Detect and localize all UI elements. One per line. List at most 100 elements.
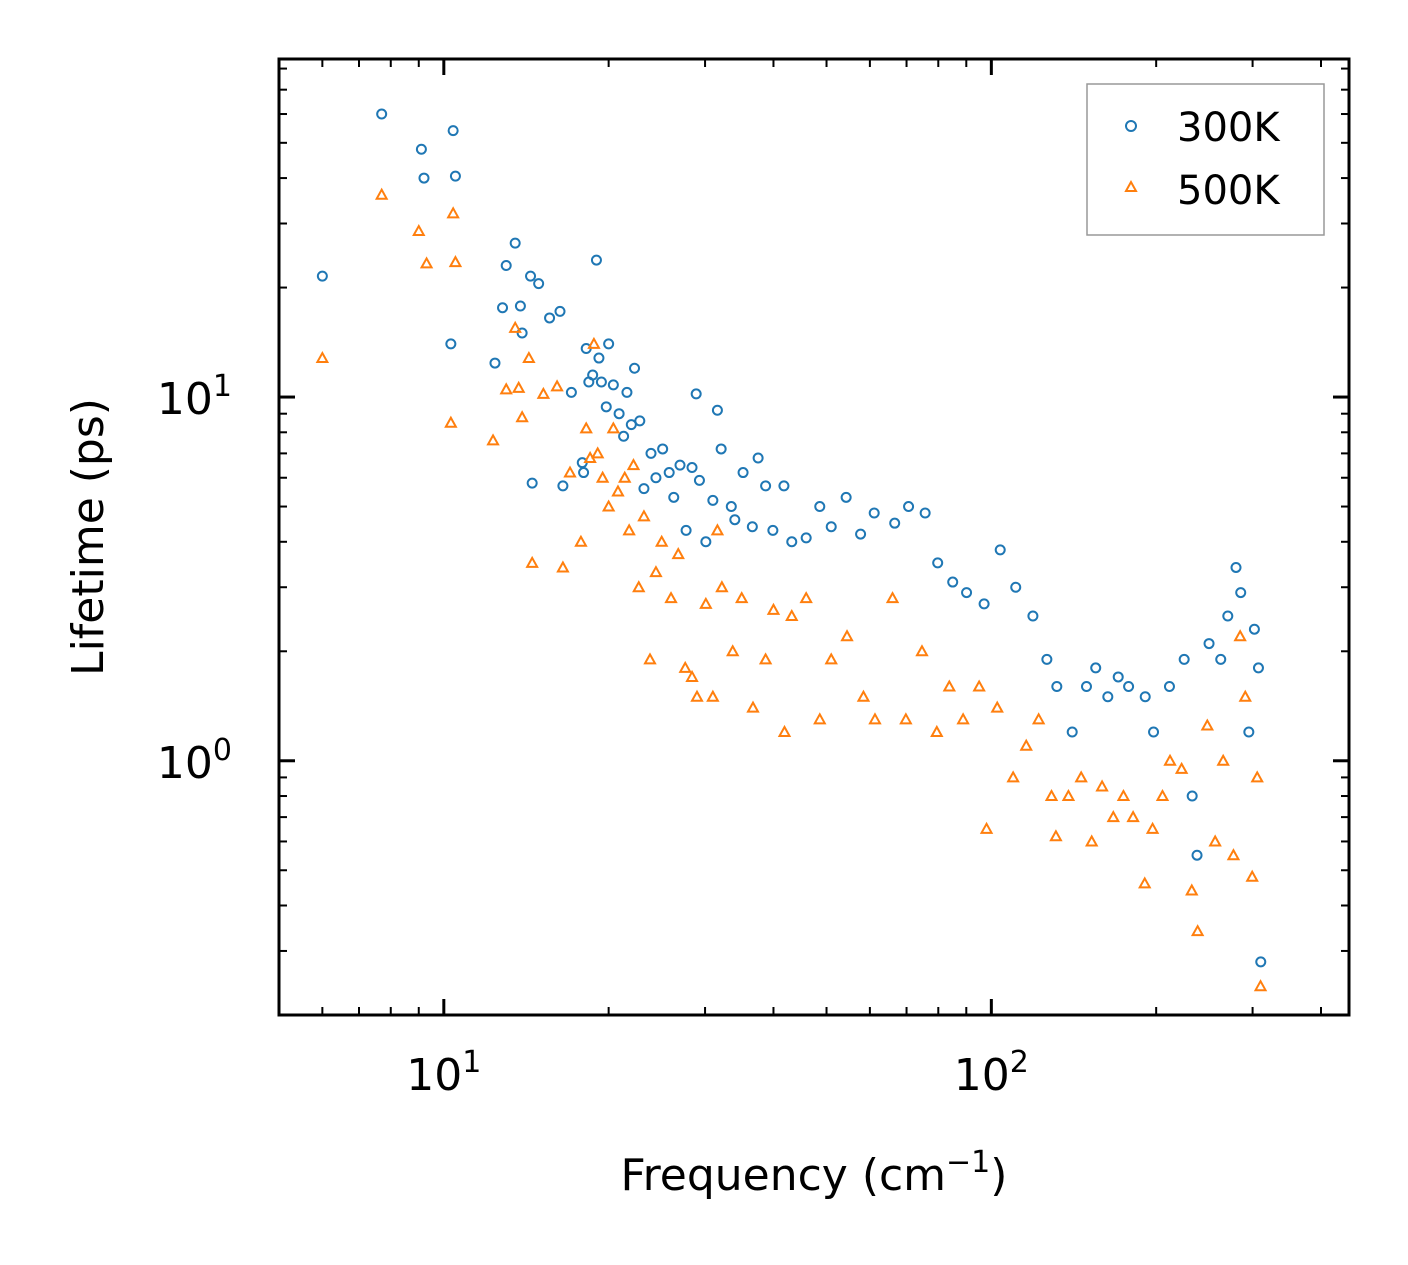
point-300K bbox=[947, 576, 959, 588]
x-axis-label-end: ) bbox=[990, 1150, 1007, 1201]
point-300K bbox=[638, 483, 650, 495]
point-500K bbox=[1084, 834, 1099, 847]
x-axis-label-main: Frequency (cm bbox=[621, 1150, 947, 1201]
point-500K bbox=[690, 689, 704, 702]
point-300K bbox=[489, 357, 501, 369]
point-500K bbox=[799, 591, 813, 604]
point-300K bbox=[1066, 726, 1078, 738]
point-300K bbox=[840, 491, 852, 503]
point-500K bbox=[444, 415, 458, 428]
point-300K bbox=[634, 415, 646, 427]
point-500K bbox=[587, 336, 601, 349]
point-500K bbox=[536, 386, 551, 399]
x-tick-label: 102 bbox=[954, 1045, 1029, 1101]
point-300K bbox=[500, 259, 512, 271]
point-300K bbox=[657, 443, 669, 455]
point-500K bbox=[1226, 848, 1241, 861]
y-tick-label: 100 bbox=[157, 733, 232, 789]
point-500K bbox=[699, 596, 713, 609]
point-300K bbox=[786, 536, 798, 548]
x-tick-label: 101 bbox=[406, 1045, 481, 1101]
point-500K bbox=[726, 644, 740, 657]
point-500K bbox=[777, 724, 792, 737]
point-300K bbox=[415, 143, 427, 155]
point-500K bbox=[611, 484, 625, 497]
point-500K bbox=[1145, 821, 1160, 834]
point-500K bbox=[632, 580, 646, 593]
point-300K bbox=[650, 472, 662, 484]
point-300K bbox=[700, 536, 712, 548]
legend-label-300K: 300K bbox=[1177, 105, 1281, 151]
point-500K bbox=[649, 565, 663, 578]
point-300K bbox=[1252, 662, 1264, 674]
point-300K bbox=[533, 278, 545, 290]
point-500K bbox=[856, 689, 871, 702]
point-300K bbox=[613, 408, 625, 420]
point-300K bbox=[618, 430, 630, 442]
point-500K bbox=[1208, 834, 1222, 847]
point-500K bbox=[1216, 753, 1230, 766]
point-500K bbox=[618, 470, 632, 483]
point-500K bbox=[972, 679, 986, 692]
point-300K bbox=[800, 532, 812, 544]
point-500K bbox=[511, 380, 526, 393]
point-500K bbox=[1106, 810, 1120, 823]
point-500K bbox=[556, 560, 570, 573]
point-500K bbox=[706, 689, 720, 702]
point-300K bbox=[686, 462, 698, 474]
point-300K bbox=[752, 452, 764, 464]
point-500K bbox=[550, 379, 564, 392]
point-500K bbox=[813, 712, 827, 725]
series-500K bbox=[315, 187, 1268, 992]
point-300K bbox=[565, 386, 577, 398]
point-500K bbox=[412, 223, 426, 237]
point-300K bbox=[629, 362, 641, 374]
legend-label-500K: 500K bbox=[1177, 168, 1281, 214]
legend-marker-300K bbox=[1125, 120, 1137, 132]
point-500K bbox=[824, 652, 838, 665]
point-300K bbox=[557, 480, 569, 492]
point-300K bbox=[526, 477, 538, 489]
point-500K bbox=[678, 660, 692, 673]
point-300K bbox=[1080, 681, 1092, 693]
x-axis-label: Frequency (cm−1) bbox=[621, 1145, 1008, 1201]
point-500K bbox=[1044, 788, 1059, 802]
point-500K bbox=[915, 644, 929, 657]
point-300K bbox=[600, 401, 612, 413]
point-300K bbox=[1148, 726, 1160, 738]
legend-marker-500K bbox=[1124, 179, 1138, 192]
point-300K bbox=[590, 254, 602, 266]
point-500K bbox=[899, 712, 913, 725]
point-300K bbox=[1102, 691, 1114, 703]
point-300K bbox=[376, 108, 388, 120]
point-500K bbox=[499, 382, 513, 395]
point-300K bbox=[978, 598, 990, 610]
point-500K bbox=[515, 410, 529, 423]
point-300K bbox=[1010, 581, 1022, 593]
legend-box bbox=[1086, 83, 1325, 236]
point-300K bbox=[603, 338, 615, 350]
point-500K bbox=[746, 700, 760, 713]
point-300K bbox=[855, 528, 867, 540]
point-300K bbox=[767, 524, 779, 536]
series-layer bbox=[315, 108, 1268, 992]
point-300K bbox=[1163, 681, 1175, 693]
point-300K bbox=[1139, 691, 1151, 703]
point-300K bbox=[1255, 956, 1267, 968]
y-axis-label: Lifetime (ps) bbox=[63, 398, 114, 676]
point-500K bbox=[590, 446, 605, 459]
point-300K bbox=[693, 474, 705, 486]
legend: 300K 500K bbox=[1086, 83, 1325, 236]
point-500K bbox=[1200, 718, 1215, 731]
point-500K bbox=[508, 320, 522, 333]
point-300K bbox=[1027, 610, 1039, 622]
point-500K bbox=[1049, 829, 1063, 842]
point-500K bbox=[735, 591, 749, 604]
point-300K bbox=[578, 467, 590, 479]
point-500K bbox=[1250, 770, 1264, 783]
point-500K bbox=[956, 712, 970, 725]
point-500K bbox=[637, 509, 651, 522]
point-300K bbox=[509, 237, 521, 249]
point-300K bbox=[1203, 638, 1215, 650]
point-500K bbox=[563, 465, 577, 478]
